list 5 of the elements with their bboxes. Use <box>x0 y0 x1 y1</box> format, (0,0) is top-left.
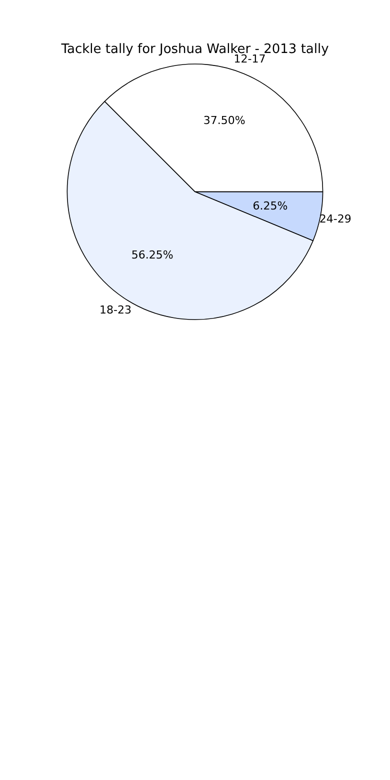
slice-label: 18-23 <box>99 304 132 317</box>
data-label: 37.50% <box>203 114 246 127</box>
slice-label: 24-29 <box>319 212 352 226</box>
data-label: 56.25% <box>131 248 174 262</box>
data-label: 6.25% <box>252 200 288 213</box>
